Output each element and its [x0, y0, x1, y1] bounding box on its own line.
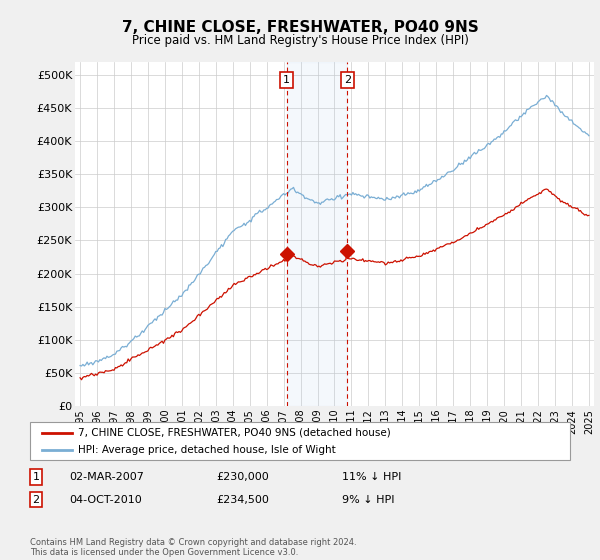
Text: 04-OCT-2010: 04-OCT-2010	[69, 494, 142, 505]
Text: 1: 1	[283, 75, 290, 85]
Bar	[287, 62, 347, 406]
Text: HPI: Average price, detached house, Isle of Wight: HPI: Average price, detached house, Isle…	[78, 445, 336, 455]
Text: 7, CHINE CLOSE, FRESHWATER, PO40 9NS (detached house): 7, CHINE CLOSE, FRESHWATER, PO40 9NS (de…	[78, 428, 391, 438]
Text: Price paid vs. HM Land Registry's House Price Index (HPI): Price paid vs. HM Land Registry's House …	[131, 34, 469, 46]
Text: 2: 2	[344, 75, 351, 85]
Text: 7, CHINE CLOSE, FRESHWATER, PO40 9NS: 7, CHINE CLOSE, FRESHWATER, PO40 9NS	[122, 20, 478, 35]
Text: 1: 1	[32, 472, 40, 482]
Text: 9% ↓ HPI: 9% ↓ HPI	[342, 494, 395, 505]
Text: £230,000: £230,000	[216, 472, 269, 482]
Text: 2: 2	[32, 494, 40, 505]
Text: £234,500: £234,500	[216, 494, 269, 505]
Text: 02-MAR-2007: 02-MAR-2007	[69, 472, 144, 482]
Text: 11% ↓ HPI: 11% ↓ HPI	[342, 472, 401, 482]
Text: Contains HM Land Registry data © Crown copyright and database right 2024.
This d: Contains HM Land Registry data © Crown c…	[30, 538, 356, 557]
